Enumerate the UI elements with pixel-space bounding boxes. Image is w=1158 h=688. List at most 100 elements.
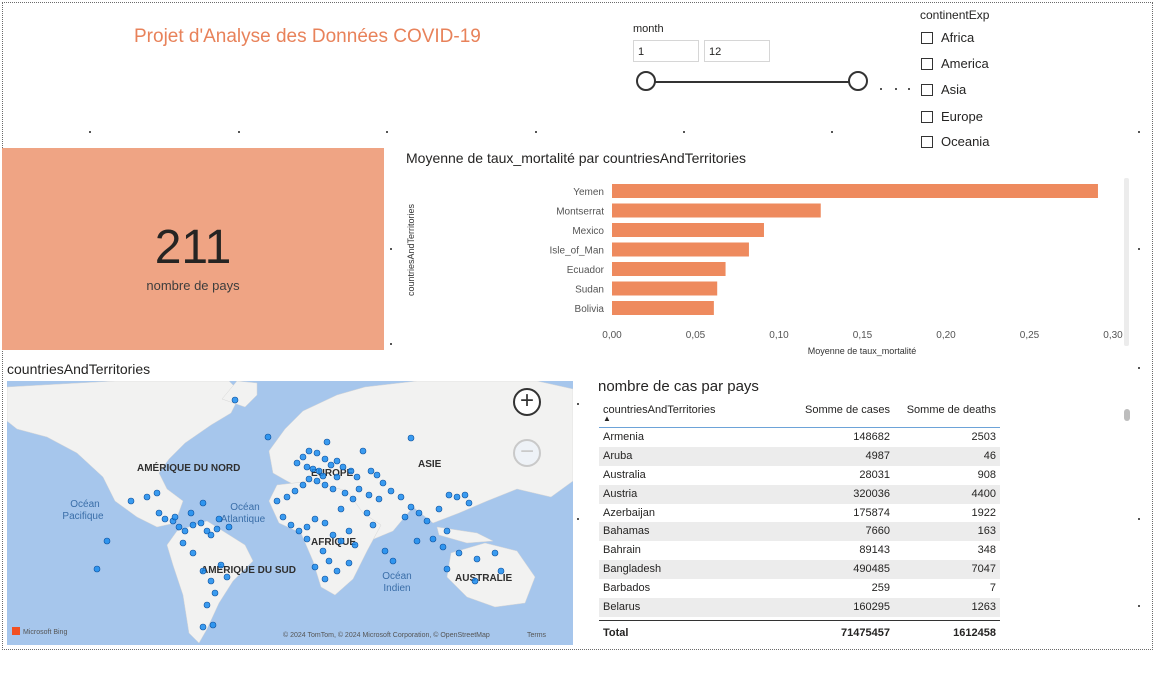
map-bubble[interactable]	[313, 449, 321, 457]
map-bubble[interactable]	[309, 465, 317, 473]
map-bubble[interactable]	[415, 509, 423, 517]
map-bubble[interactable]	[175, 523, 183, 531]
map-bubble[interactable]	[225, 523, 233, 531]
map-bubble[interactable]	[347, 467, 355, 475]
map-bubble[interactable]	[355, 485, 363, 493]
map-bubble[interactable]	[279, 513, 287, 521]
map-bubble[interactable]	[341, 489, 349, 497]
map-bubble[interactable]	[413, 537, 421, 545]
map-bubble[interactable]	[319, 472, 327, 480]
map-bubble[interactable]	[379, 479, 387, 487]
month-min-input[interactable]: 1	[633, 40, 699, 62]
map-bubble[interactable]	[189, 521, 197, 529]
map-bubble[interactable]	[217, 561, 225, 569]
map-bubble[interactable]	[349, 495, 357, 503]
table-row[interactable]: Bahamas 7660 163	[599, 522, 1000, 542]
map-bubble[interactable]	[363, 509, 371, 517]
table-row[interactable]: Azerbaijan 175874 1922	[599, 504, 1000, 523]
map-bubble[interactable]	[143, 493, 151, 501]
map-bubble[interactable]	[345, 527, 353, 535]
map-bubble[interactable]	[443, 527, 451, 535]
map-bubble[interactable]	[273, 497, 281, 505]
table-row[interactable]: Belarus 160295 1263	[599, 598, 1000, 617]
map-bubble[interactable]	[455, 549, 463, 557]
checkbox[interactable]	[921, 31, 933, 44]
map-bubble[interactable]	[231, 396, 239, 404]
table-row[interactable]: Aruba 4987 46	[599, 446, 1000, 466]
checkbox[interactable]	[921, 57, 933, 70]
map-bubble[interactable]	[315, 467, 323, 475]
map-bubble[interactable]	[497, 567, 505, 575]
world-map[interactable]: AMÉRIQUE DU NORD EUROPE ASIE AFRIQUE AMÉ…	[7, 381, 573, 645]
checkbox[interactable]	[921, 135, 933, 148]
zoom-out-button[interactable]: −	[513, 439, 541, 467]
map-bubble[interactable]	[199, 567, 207, 575]
map-bubble[interactable]	[161, 515, 169, 523]
continent-option-africa[interactable]: Africa	[921, 30, 974, 45]
kpi-card[interactable]: 211 nombre de pays	[2, 148, 384, 350]
map-bubble[interactable]	[203, 601, 211, 609]
map-bubble[interactable]	[321, 575, 329, 583]
map-bubble[interactable]	[207, 531, 215, 539]
map-bubble[interactable]	[203, 527, 211, 535]
map-bubble[interactable]	[181, 527, 189, 535]
map-bubble[interactable]	[321, 519, 329, 527]
checkbox[interactable]	[921, 110, 933, 123]
month-slider-min-handle[interactable]	[636, 71, 656, 91]
map-bubble[interactable]	[299, 453, 307, 461]
map-bubble[interactable]	[407, 434, 415, 442]
map-bubble[interactable]	[473, 555, 481, 563]
map-bubble[interactable]	[187, 509, 195, 517]
map-bubble[interactable]	[155, 509, 163, 517]
month-slider-track[interactable]	[646, 81, 858, 83]
map-bubble[interactable]	[171, 513, 179, 521]
map-bubble[interactable]	[389, 557, 397, 565]
map-bubble[interactable]	[333, 473, 341, 481]
map-bubble[interactable]	[207, 577, 215, 585]
chart-scrollbar[interactable]	[1124, 178, 1129, 346]
map-bubble[interactable]	[321, 455, 329, 463]
zoom-in-button[interactable]: +	[513, 388, 541, 416]
map-bubble[interactable]	[209, 621, 217, 629]
map-bubble[interactable]	[215, 515, 223, 523]
column-header-country[interactable]: countriesAndTerritories	[603, 404, 716, 416]
map-bubble[interactable]	[445, 491, 453, 499]
map-bubble[interactable]	[471, 577, 479, 585]
map-bubble[interactable]	[295, 527, 303, 535]
map-bubble[interactable]	[337, 505, 345, 513]
table-scrollbar-thumb[interactable]	[1124, 409, 1130, 421]
map-bubble[interactable]	[313, 477, 321, 485]
map-bubble[interactable]	[299, 481, 307, 489]
map-terms-link[interactable]: Terms	[527, 632, 547, 639]
continent-option-oceania[interactable]: Oceania	[921, 134, 989, 149]
map-bubble[interactable]	[303, 523, 311, 531]
map-bubble[interactable]	[439, 543, 447, 551]
continent-option-america[interactable]: America	[921, 56, 989, 71]
column-header-deaths[interactable]: Somme de deaths	[906, 404, 996, 416]
map-bubble[interactable]	[291, 487, 299, 495]
table-row[interactable]: Australia 28031 908	[599, 466, 1000, 485]
map-attribution[interactable]: © 2024 TomTom, © 2024 Microsoft Corporat…	[283, 631, 490, 639]
map-bubble[interactable]	[453, 493, 461, 501]
map-bubble[interactable]	[319, 547, 327, 555]
sort-ascending-icon[interactable]: ▲	[603, 414, 611, 423]
table-row[interactable]: Armenia 148682 2503	[599, 428, 1000, 447]
map-bubble[interactable]	[311, 563, 319, 571]
map-bubble[interactable]	[397, 493, 405, 501]
map-bubble[interactable]	[381, 547, 389, 555]
map-bubble[interactable]	[321, 481, 329, 489]
bar-montserrat[interactable]	[612, 203, 821, 218]
map-bubble[interactable]	[283, 493, 291, 501]
map-bubble[interactable]	[351, 541, 359, 549]
map-bubble[interactable]	[329, 531, 337, 539]
table-row[interactable]: Austria 320036 4400	[599, 484, 1000, 504]
column-header-cases[interactable]: Somme de cases	[805, 404, 890, 416]
table-row[interactable]: Barbados 259 7	[599, 579, 1000, 598]
map-bubble[interactable]	[429, 535, 437, 543]
map-bubble[interactable]	[373, 471, 381, 479]
month-max-input[interactable]: 12	[704, 40, 770, 62]
map-bubble[interactable]	[353, 473, 361, 481]
bar-sudan[interactable]	[612, 281, 718, 296]
map-bubble[interactable]	[325, 557, 333, 565]
map-bubble[interactable]	[333, 457, 341, 465]
